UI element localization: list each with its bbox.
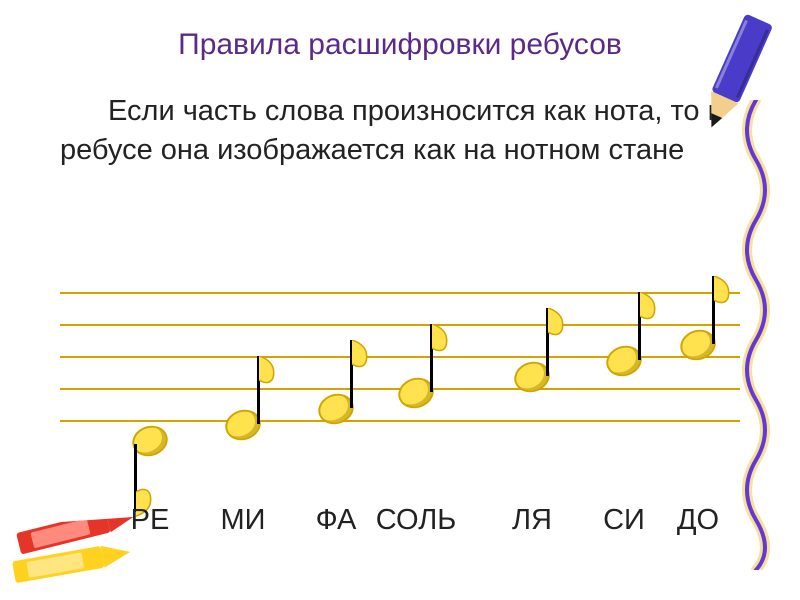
note-label: СОЛЬ bbox=[376, 504, 457, 537]
title-text: Правила расшифровки ребусов bbox=[178, 28, 622, 61]
note-flag bbox=[432, 324, 454, 365]
note-label: ЛЯ bbox=[512, 504, 552, 537]
note-flag bbox=[548, 308, 570, 349]
note-flag bbox=[640, 292, 662, 333]
note-label: ДО bbox=[677, 504, 719, 537]
note-label: СИ bbox=[603, 504, 645, 537]
page-title: Правила расшифровки ребусов bbox=[0, 0, 800, 62]
wiggle-line-icon bbox=[732, 100, 778, 575]
note-label: МИ bbox=[220, 504, 265, 537]
note-flag bbox=[352, 340, 374, 381]
music-staff bbox=[60, 262, 740, 442]
staff-line bbox=[60, 420, 740, 422]
crayons-icon bbox=[10, 517, 145, 600]
note-label: ФА bbox=[316, 504, 357, 537]
body-text: Если часть слова произносится как нота, … bbox=[0, 62, 800, 170]
body-content: Если часть слова произносится как нота, … bbox=[60, 95, 723, 166]
note-flag bbox=[259, 356, 281, 397]
